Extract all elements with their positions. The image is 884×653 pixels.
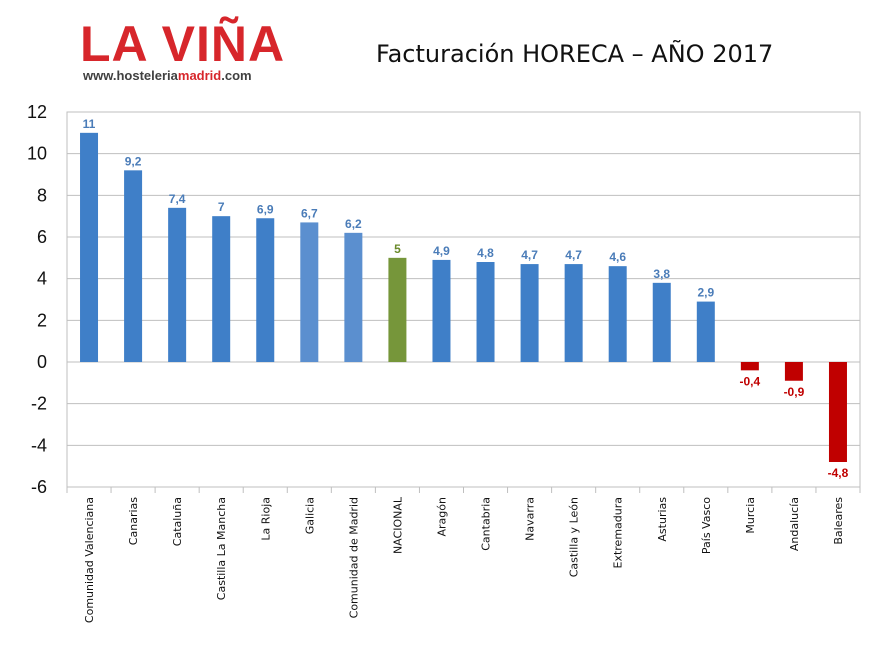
bar-15 — [696, 301, 715, 362]
bar-17 — [784, 362, 803, 381]
bar-3 — [168, 207, 187, 362]
data-label: 9,2 — [125, 154, 142, 168]
bar-16 — [740, 362, 759, 371]
bar-13 — [608, 266, 627, 362]
category-label: País Vasco — [700, 497, 713, 554]
logo: LA VIÑA www.hosteleriamadrid.com — [80, 18, 320, 88]
bar-7 — [344, 232, 363, 362]
y-tick-label: 6 — [37, 227, 47, 247]
data-label: 2,9 — [697, 286, 714, 300]
data-label: 4,7 — [565, 248, 582, 262]
bars — [80, 132, 847, 462]
logo-url: www.hosteleriamadrid.com — [83, 68, 252, 83]
y-tick-label: 10 — [27, 144, 47, 164]
category-label: La Rioja — [259, 497, 272, 541]
y-tick-label: 2 — [37, 310, 47, 330]
category-label: Navarra — [524, 497, 537, 541]
data-label: 4,8 — [477, 246, 494, 260]
category-label: Castilla y León — [568, 497, 581, 577]
y-tick-label: 8 — [37, 185, 47, 205]
category-label: Extremadura — [612, 497, 625, 569]
category-label: NACIONAL — [391, 496, 404, 554]
category-label: Cantabria — [480, 497, 493, 551]
logo-url-prefix: www.hosteleria — [83, 68, 178, 83]
y-tick-label: 4 — [37, 269, 47, 289]
logo-url-highlight: madrid — [177, 68, 222, 83]
y-tick-label: -4 — [31, 435, 47, 455]
bar-4 — [212, 216, 231, 362]
data-label: 3,8 — [653, 267, 670, 281]
category-label: Comunidad de Madrid — [347, 497, 360, 618]
data-label: 7 — [218, 200, 225, 214]
bar-12 — [564, 264, 583, 362]
bar-1 — [80, 132, 99, 362]
data-label: 7,4 — [169, 192, 186, 206]
category-label: Asturias — [656, 497, 669, 542]
data-label: 4,7 — [521, 248, 538, 262]
category-label: Comunidad Valenciana — [83, 497, 96, 623]
category-label: Andalucía — [788, 497, 801, 551]
y-tick-label: -6 — [31, 477, 47, 497]
category-label: Aragón — [435, 497, 448, 537]
logo-url-suffix: .com — [221, 68, 252, 83]
data-label: 4,9 — [433, 244, 450, 258]
data-label: 6,7 — [301, 206, 318, 220]
data-label: 6,9 — [257, 202, 274, 216]
category-label: Murcia — [744, 497, 757, 534]
y-tick-label: 0 — [37, 352, 47, 372]
bar-2 — [124, 170, 143, 362]
data-label: -4,8 — [828, 466, 849, 480]
chart-title: Facturación HORECA – AÑO 2017 — [376, 40, 774, 68]
data-label: 11 — [83, 117, 96, 131]
x-axis-categories: Comunidad Valenciana Canarias Cataluña Cast… — [83, 496, 845, 623]
data-label: 6,2 — [345, 217, 362, 231]
bar-10 — [476, 262, 495, 362]
bar-11 — [520, 264, 539, 362]
bar-18 — [828, 362, 847, 462]
bar-9 — [432, 259, 451, 362]
data-label: 4,6 — [609, 250, 626, 264]
category-label: Baleares — [832, 497, 845, 545]
bar-14 — [652, 282, 671, 362]
y-tick-label: 12 — [27, 102, 47, 122]
category-label: Galicia — [303, 497, 316, 534]
data-label: -0,4 — [740, 374, 761, 388]
y-tick-label: -2 — [31, 394, 47, 414]
data-labels: 11 9,2 7,4 7 6,9 6,7 6,2 5 4,9 4,8 4,7 4,7 4,6 3,8 2,9… — [83, 117, 849, 480]
category-label: Canarias — [127, 497, 140, 545]
grid-lines — [66, 111, 861, 493]
logo-title: LA VIÑA — [80, 16, 286, 72]
bar-8 — [388, 257, 407, 362]
category-label: Castilla La Mancha — [215, 497, 228, 600]
data-label: 5 — [394, 242, 401, 256]
y-axis-ticks: 12 10 8 6 4 2 0 -2 -4 -6 — [27, 102, 47, 497]
data-label: -0,9 — [784, 385, 805, 399]
category-label: Cataluña — [171, 497, 184, 546]
bar-5 — [256, 218, 275, 362]
bar-6 — [300, 222, 319, 362]
